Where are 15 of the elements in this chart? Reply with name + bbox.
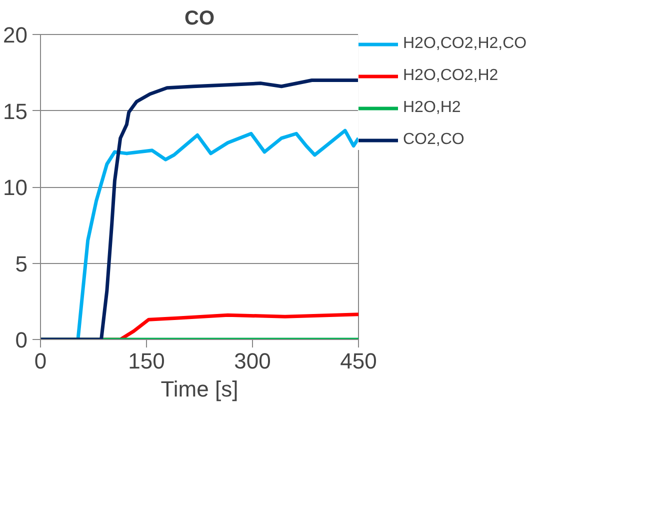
chart-title: CO <box>184 8 214 30</box>
legend-label: CO2,CO <box>403 131 464 149</box>
y-tick-label: 20 <box>3 22 28 48</box>
y-tick-label: 15 <box>3 98 28 124</box>
y-tick-label: 10 <box>3 175 28 200</box>
x-axis-title: Time [s] <box>160 376 238 402</box>
x-tick-label: 300 <box>234 348 271 374</box>
y-tick-label: 5 <box>15 251 28 276</box>
x-tick-label: 150 <box>128 348 165 374</box>
legend-label: H2O,CO2,H2,CO <box>403 35 527 53</box>
x-tick-label: 450 <box>340 348 377 374</box>
legend-label: H2O,H2 <box>403 99 461 117</box>
y-tick-label: 0 <box>15 328 28 352</box>
legend-label: H2O,CO2,H2 <box>403 67 498 85</box>
x-tick-label: 0 <box>34 348 47 374</box>
